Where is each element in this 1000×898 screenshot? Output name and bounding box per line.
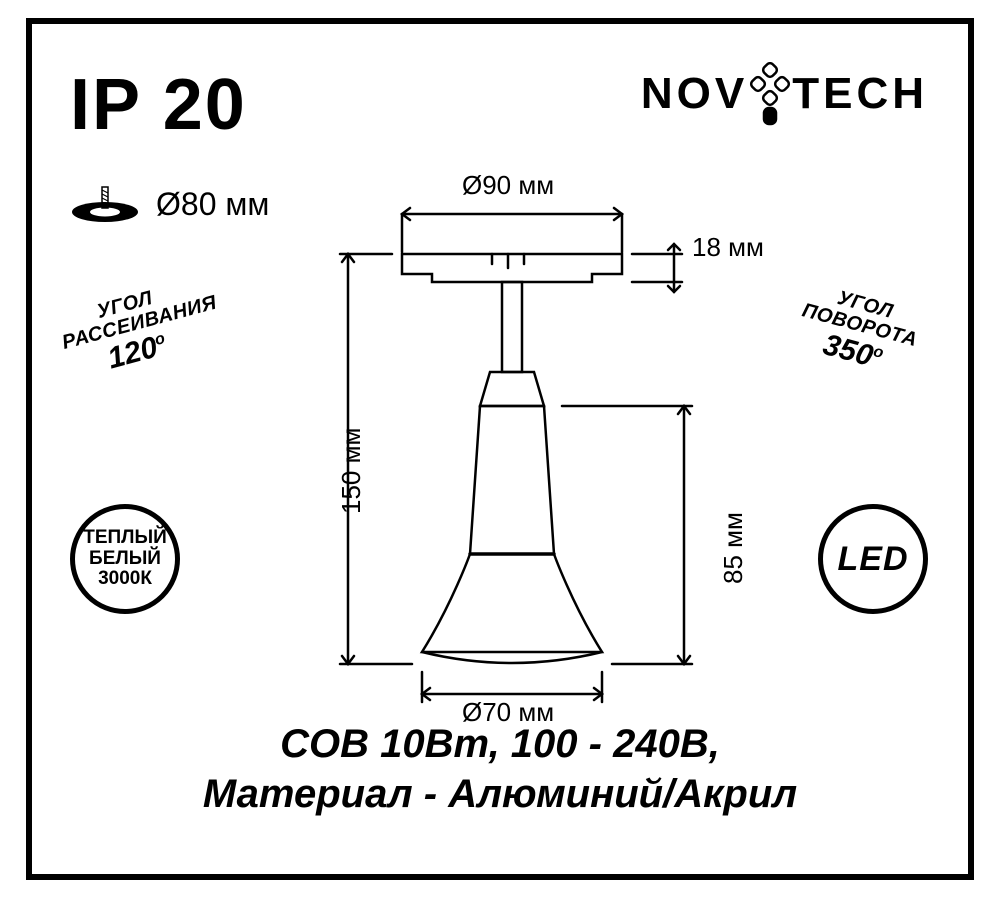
brand-logo-block: NOV TECH — [641, 62, 928, 126]
brand-text: NOV TECH — [641, 62, 928, 126]
screw-icon — [70, 184, 140, 224]
footer-line2: Материал - Алюминий/Акрил — [203, 772, 797, 816]
technical-diagram: Ø90 мм 18 мм 150 мм 85 мм Ø70 мм — [292, 174, 772, 714]
dim-total-height: 150 мм — [336, 428, 367, 514]
ip-rating: IP 20 — [70, 64, 247, 146]
footer-spec: COB 10Вт, 100 - 240В, Материал - Алюмини… — [32, 719, 968, 819]
rotation-angle-block: УГОЛ ПОВОРОТА 350o — [781, 277, 936, 387]
dim-top-diameter: Ø90 мм — [462, 170, 554, 201]
warm-line2: БЕЛЫЙ — [89, 548, 161, 569]
led-text: LED — [838, 540, 909, 579]
warm-line3: 3000К — [98, 568, 152, 589]
dim-mount-height: 18 мм — [692, 232, 764, 263]
led-badge: LED — [818, 504, 928, 614]
brand-segment-2: TECH — [792, 69, 928, 119]
warm-line1: ТЕПЛЫЙ — [83, 527, 167, 548]
spec-frame: IP 20 NOV TECH Ø80 мм — [26, 18, 974, 880]
brand-segment-1: NOV — [641, 69, 748, 119]
footer-line1: COB 10Вт, 100 - 240В, — [280, 722, 720, 766]
dim-body-height: 85 мм — [718, 512, 749, 584]
cutout-diameter-label: Ø80 мм — [156, 186, 269, 223]
cutout-spec: Ø80 мм — [70, 184, 269, 224]
warm-white-badge: ТЕПЛЫЙ БЕЛЫЙ 3000К — [70, 504, 180, 614]
beam-angle-block: УГОЛ РАССЕИВАНИЯ 120o — [55, 277, 210, 387]
brand-icon — [748, 62, 792, 126]
